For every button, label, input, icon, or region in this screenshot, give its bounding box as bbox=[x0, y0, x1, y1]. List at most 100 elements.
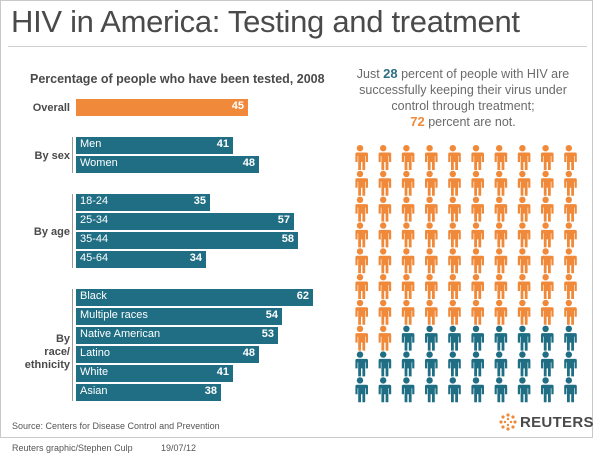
bar: Men 41 bbox=[76, 137, 233, 154]
person-untreated-icon bbox=[539, 274, 554, 299]
person-untreated-icon bbox=[446, 222, 461, 248]
person-untreated-icon bbox=[469, 145, 484, 170]
bar-label: White bbox=[80, 366, 109, 378]
person-untreated-icon bbox=[446, 196, 461, 222]
person-treated-icon bbox=[423, 351, 438, 377]
person-treated-icon bbox=[562, 377, 577, 403]
person-treated-icon bbox=[353, 351, 368, 377]
person-untreated-icon bbox=[423, 170, 438, 196]
group-bracket bbox=[72, 289, 73, 401]
person-untreated-icon bbox=[376, 145, 392, 170]
person-untreated-icon bbox=[562, 222, 577, 248]
bar-value: 58 bbox=[281, 233, 294, 245]
bar-label: 18-24 bbox=[80, 195, 109, 207]
bar-value: 62 bbox=[296, 290, 309, 302]
person-untreated-icon bbox=[562, 248, 577, 274]
bar-label: Multiple races bbox=[80, 309, 148, 321]
person-untreated-icon bbox=[539, 196, 554, 222]
person-treated-icon bbox=[515, 377, 531, 403]
person-untreated-icon bbox=[515, 145, 531, 170]
person-untreated-icon bbox=[353, 274, 368, 299]
person-treated-icon bbox=[446, 351, 461, 377]
person-treated-icon bbox=[469, 377, 484, 403]
bar-label: Native American bbox=[80, 328, 161, 340]
intro-post: percent are not. bbox=[424, 115, 516, 129]
untreated-percent: 72 bbox=[410, 114, 425, 129]
person-untreated-icon bbox=[399, 170, 415, 196]
treatment-intro-text: Just 28 percent of people with HIV are s… bbox=[343, 66, 583, 130]
person-untreated-icon bbox=[492, 196, 508, 222]
bar: Asian 38 bbox=[76, 384, 221, 401]
person-untreated-icon bbox=[423, 299, 438, 325]
person-untreated-icon bbox=[562, 170, 577, 196]
group-label: By sex bbox=[34, 149, 70, 162]
group-label: By age bbox=[33, 225, 70, 238]
person-treated-icon bbox=[539, 325, 554, 351]
group-bracket bbox=[72, 137, 73, 173]
person-untreated-icon bbox=[446, 274, 461, 299]
bar-value: 53 bbox=[261, 328, 274, 340]
title-divider bbox=[8, 46, 587, 47]
person-untreated-icon bbox=[539, 299, 554, 325]
person-untreated-icon bbox=[562, 299, 577, 325]
person-untreated-icon bbox=[515, 248, 531, 274]
person-untreated-icon bbox=[353, 145, 368, 170]
person-untreated-icon bbox=[539, 248, 554, 274]
person-treated-icon bbox=[492, 325, 508, 351]
person-untreated-icon bbox=[469, 222, 484, 248]
person-untreated-icon bbox=[515, 196, 531, 222]
bar-label: 45-64 bbox=[80, 252, 109, 264]
reuters-dots-icon bbox=[499, 413, 517, 431]
person-treated-icon bbox=[539, 351, 554, 377]
person-untreated-icon bbox=[469, 248, 484, 274]
person-untreated-icon bbox=[515, 299, 531, 325]
person-untreated-icon bbox=[376, 222, 392, 248]
person-treated-icon bbox=[515, 351, 531, 377]
page-title: HIV in America: Testing and treatment bbox=[11, 4, 520, 39]
person-treated-icon bbox=[399, 351, 415, 377]
person-untreated-icon bbox=[353, 196, 368, 222]
person-untreated-icon bbox=[376, 170, 392, 196]
person-untreated-icon bbox=[353, 325, 368, 351]
person-untreated-icon bbox=[492, 145, 508, 170]
person-untreated-icon bbox=[469, 274, 484, 299]
graphic-frame bbox=[0, 0, 593, 438]
person-treated-icon bbox=[399, 377, 415, 403]
person-untreated-icon bbox=[423, 196, 438, 222]
bar: Women 48 bbox=[76, 156, 259, 173]
bar-value: 41 bbox=[216, 138, 229, 150]
bar-value: 54 bbox=[265, 309, 278, 321]
person-treated-icon bbox=[353, 377, 368, 403]
person-treated-icon bbox=[446, 377, 461, 403]
person-untreated-icon bbox=[353, 248, 368, 274]
person-untreated-icon bbox=[446, 248, 461, 274]
intro-pre: Just bbox=[356, 67, 384, 81]
bar-value: 41 bbox=[216, 366, 229, 378]
person-untreated-icon bbox=[515, 170, 531, 196]
bar: Multiple races 54 bbox=[76, 308, 282, 325]
person-untreated-icon bbox=[539, 145, 554, 170]
bar: 18-24 35 bbox=[76, 194, 210, 211]
bar-value: 35 bbox=[193, 195, 206, 207]
person-treated-icon bbox=[515, 325, 531, 351]
person-untreated-icon bbox=[399, 299, 415, 325]
bar: White 41 bbox=[76, 365, 233, 382]
person-untreated-icon bbox=[492, 222, 508, 248]
people-pictogram bbox=[353, 145, 577, 403]
person-treated-icon bbox=[469, 351, 484, 377]
person-treated-icon bbox=[423, 377, 438, 403]
person-treated-icon bbox=[399, 325, 415, 351]
date-note: 19/07/12 bbox=[161, 443, 197, 453]
person-untreated-icon bbox=[446, 170, 461, 196]
person-untreated-icon bbox=[423, 274, 438, 299]
bar-label: Men bbox=[80, 138, 102, 150]
bar-value: 48 bbox=[242, 157, 255, 169]
person-untreated-icon bbox=[423, 222, 438, 248]
bar: 25-34 57 bbox=[76, 213, 294, 230]
bar: Latino 48 bbox=[76, 346, 259, 363]
bar-value: 38 bbox=[204, 385, 217, 397]
person-untreated-icon bbox=[423, 248, 438, 274]
bar-value: 45 bbox=[231, 100, 244, 112]
person-untreated-icon bbox=[446, 299, 461, 325]
person-treated-icon bbox=[562, 351, 577, 377]
